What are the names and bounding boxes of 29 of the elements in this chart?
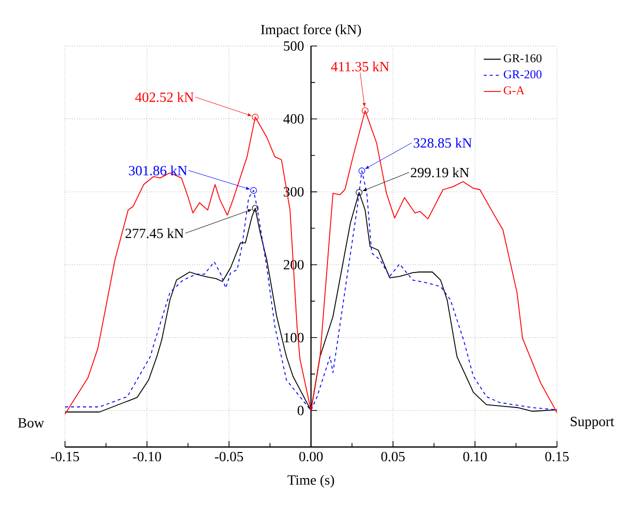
x-tick-label: -0.05 bbox=[214, 452, 244, 462]
x-axis-title: Time (s) bbox=[288, 474, 334, 488]
annotation: 328.85 kN bbox=[414, 138, 472, 148]
y-axis-title: Impact force (kN) bbox=[260, 24, 361, 38]
x-tick-label: -0.15 bbox=[50, 452, 80, 462]
annotation: 411.35 kN bbox=[331, 62, 390, 72]
y-tick-label: 400 bbox=[283, 114, 304, 124]
point bbox=[250, 187, 257, 194]
point bbox=[358, 167, 366, 174]
y-tick-label: 0 bbox=[298, 406, 304, 416]
annotation: 299.19 kN bbox=[410, 167, 470, 178]
text: Support bbox=[570, 416, 614, 430]
x-tick-label: 0.10 bbox=[463, 452, 487, 462]
point bbox=[362, 107, 368, 114]
x-tick-label: 0.00 bbox=[299, 452, 323, 462]
legend-label: G-A bbox=[504, 86, 525, 94]
annotation: 277.45 kN bbox=[126, 228, 184, 238]
annotation: 402.52 kN bbox=[135, 92, 194, 102]
legend-label: GR-160 bbox=[504, 54, 542, 62]
point bbox=[252, 114, 259, 120]
x-tick-label: 0.05 bbox=[381, 452, 405, 462]
x-tick-label: 0.15 bbox=[545, 452, 569, 462]
text: Bow bbox=[18, 418, 44, 428]
point bbox=[252, 204, 259, 212]
y-tick-label: 500 bbox=[284, 41, 304, 51]
legend-label: GR-200 bbox=[504, 70, 542, 78]
x-tick-label: -0.10 bbox=[132, 452, 162, 462]
point bbox=[356, 189, 362, 196]
annotation: 301.86 kN bbox=[128, 165, 188, 176]
